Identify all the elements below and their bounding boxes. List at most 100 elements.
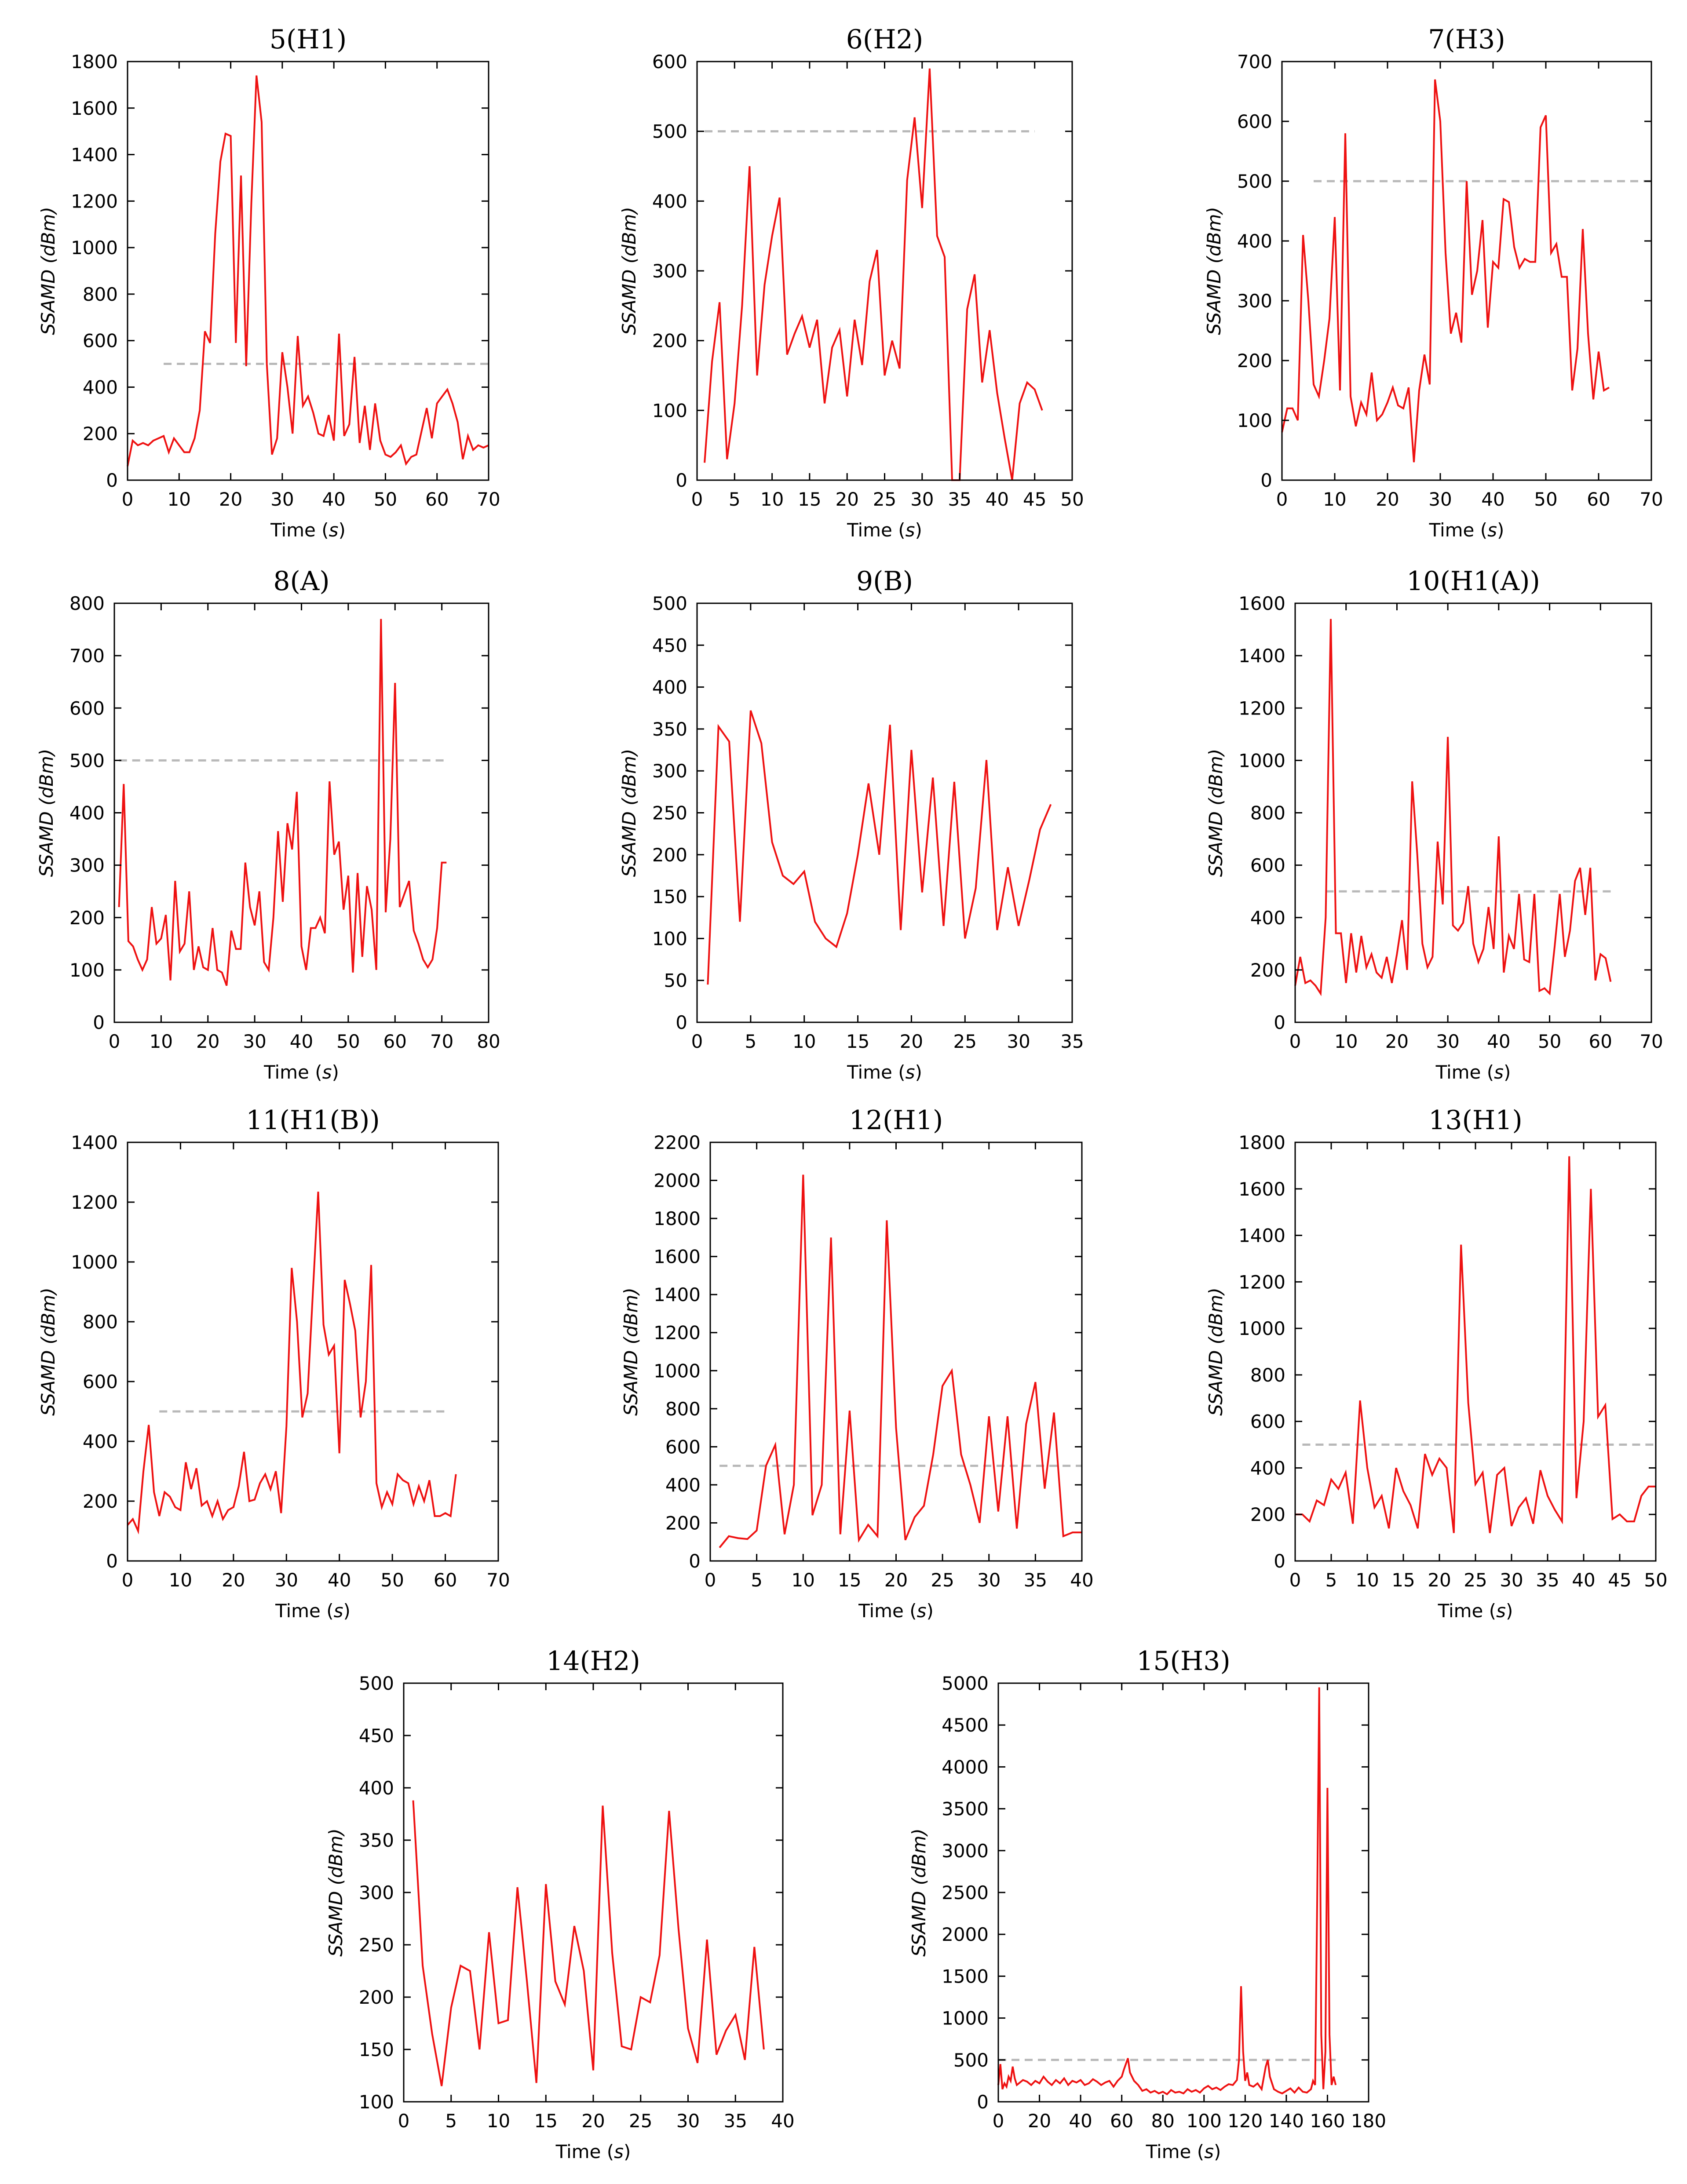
x-tick-label: 20	[196, 1031, 219, 1052]
chart-panel: 10(H1(A)) 0 10 20 30 40 50 60 70 0 200 400 600 800 100…	[1205, 566, 1663, 1083]
x-tick-label: 40	[1069, 2110, 1092, 2132]
x-tick-label: 15	[846, 1031, 869, 1052]
series-line	[719, 1174, 1082, 1548]
x-tick-label: 70	[477, 489, 500, 510]
y-tick-label: 300	[359, 1882, 394, 1903]
plot-frame	[709, 1141, 1083, 1562]
x-tick-label: 60	[425, 489, 449, 510]
x-tick-label: 20	[222, 1569, 245, 1591]
x-tick-label: 10	[1355, 1569, 1379, 1591]
y-tick-label: 100	[359, 2091, 394, 2113]
x-tick-label: 100	[1187, 2110, 1222, 2132]
x-axis-label: Time (s)	[270, 519, 346, 541]
y-tick-label: 0	[689, 1550, 701, 1572]
y-tick-label: 1600	[1238, 593, 1285, 614]
series-line	[1295, 1156, 1656, 1533]
x-tick-label: 50	[336, 1031, 360, 1052]
x-tick-label: 40	[328, 1569, 351, 1591]
y-tick-label: 2200	[654, 1132, 701, 1153]
y-axis-label: SSAMD (dBm)	[37, 1287, 59, 1416]
x-tick-label: 15	[1391, 1569, 1415, 1591]
x-tick-label: 10	[150, 1031, 173, 1052]
y-tick-label: 4500	[942, 1714, 989, 1736]
y-tick-label: 5000	[942, 1673, 989, 1694]
x-tick-label: 20	[1428, 1569, 1451, 1591]
x-tick-label: 50	[1060, 489, 1084, 510]
y-axis-label: SSAMD (dBm)	[1205, 1287, 1227, 1416]
x-tick-label: 60	[1110, 2110, 1133, 2132]
y-tick-label: 300	[652, 760, 687, 782]
series-line	[118, 619, 447, 986]
y-tick-label: 1000	[71, 237, 118, 259]
y-tick-label: 400	[665, 1474, 701, 1496]
series-line	[704, 68, 1043, 481]
y-tick-label: 300	[652, 260, 687, 282]
y-tick-label: 700	[1237, 51, 1272, 73]
y-tick-label: 1800	[1238, 1132, 1285, 1153]
y-tick-label: 100	[1237, 410, 1272, 431]
x-tick-label: 5	[445, 2110, 457, 2132]
y-tick-label: 400	[359, 1777, 394, 1799]
x-tick-label: 25	[953, 1031, 977, 1052]
x-tick-label: 35	[1024, 1569, 1047, 1591]
y-axis-label: SSAMD (dBm)	[618, 749, 640, 877]
y-tick-label: 200	[83, 423, 118, 445]
x-tick-label: 30	[977, 1569, 1001, 1591]
y-tick-label: 1000	[1238, 750, 1285, 771]
x-tick-label: 20	[1385, 1031, 1409, 1052]
x-tick-label: 10	[1323, 489, 1346, 510]
x-tick-label: 0	[109, 1031, 120, 1052]
y-tick-label: 1200	[1238, 1271, 1285, 1293]
chart-title: 13(H1)	[1428, 1105, 1523, 1136]
x-tick-label: 30	[1436, 1031, 1459, 1052]
y-tick-label: 800	[69, 593, 105, 614]
x-tick-label: 20	[1028, 2110, 1051, 2132]
chart-title: 5(H1)	[270, 24, 347, 55]
chart-panel: 8(A)0 10 20 30 40 50 60 70 800100200300400500600…	[36, 566, 500, 1083]
series-line	[127, 1192, 457, 1535]
x-tick-label: 0	[122, 489, 134, 510]
y-tick-label: 400	[1250, 907, 1285, 929]
y-tick-label: 350	[359, 1830, 394, 1851]
chart-title: 15(H3)	[1136, 1646, 1231, 1677]
y-tick-label: 1200	[654, 1322, 701, 1344]
y-tick-label: 0	[106, 470, 118, 491]
x-tick-label: 25	[931, 1569, 954, 1591]
y-tick-label: 0	[676, 470, 687, 491]
y-tick-label: 600	[69, 697, 105, 719]
y-tick-label: 2000	[942, 1924, 989, 1945]
y-tick-label: 1000	[654, 1360, 701, 1382]
y-tick-label: 500	[359, 1673, 394, 1694]
chart-title: 11(H1(B))	[246, 1105, 380, 1136]
chart-panel: 11(H1(B)) 0 10 20 30 40 50 60 70 0 200 400 600 800 100…	[37, 1105, 510, 1622]
y-tick-label: 500	[652, 593, 687, 614]
y-tick-label: 150	[359, 2039, 394, 2060]
chart-panel: 6(H2)0 5 10 15 20 25 30 35 40 45 50010020030040050…	[618, 24, 1084, 541]
x-tick-label: 50	[1538, 1031, 1561, 1052]
x-tick-label: 20	[900, 1031, 923, 1052]
x-tick-label: 80	[477, 1031, 500, 1052]
y-tick-label: 200	[1250, 1504, 1285, 1525]
chart-title: 10(H1(A))	[1406, 566, 1540, 597]
y-axis-label: SSAMD (dBm)	[36, 749, 57, 877]
plot-frame	[997, 1682, 1369, 2103]
x-tick-label: 15	[534, 2110, 558, 2132]
y-tick-label: 2500	[942, 1882, 989, 1903]
chart-panel: 15(H3) 0 20 40 60 80 100 120 140 160 180 0 500 1000 15…	[908, 1646, 1386, 2162]
x-tick-label: 0	[1289, 1031, 1301, 1052]
y-tick-label: 450	[359, 1725, 394, 1746]
y-tick-label: 400	[83, 1431, 118, 1452]
x-tick-label: 20	[1376, 489, 1399, 510]
x-tick-label: 20	[219, 489, 242, 510]
x-tick-label: 120	[1227, 2110, 1263, 2132]
plot-frame	[127, 61, 489, 481]
x-axis-label: Time (s)	[1429, 519, 1504, 541]
y-tick-label: 700	[69, 645, 105, 667]
x-tick-label: 20	[835, 489, 858, 510]
plot-frame	[696, 602, 1073, 1023]
x-tick-label: 30	[1428, 489, 1452, 510]
y-tick-label: 600	[665, 1436, 701, 1458]
x-tick-label: 5	[745, 1031, 756, 1052]
x-tick-label: 45	[1608, 1569, 1631, 1591]
x-tick-label: 30	[275, 1569, 298, 1591]
